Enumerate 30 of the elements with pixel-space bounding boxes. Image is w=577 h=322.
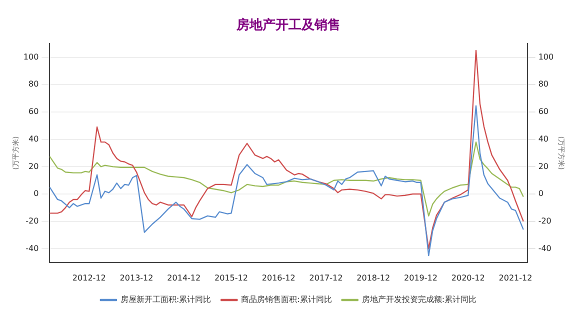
x-tick-label: 2021-12	[498, 273, 532, 282]
y2-tick-label: 20	[538, 162, 549, 171]
x-tick-label: 2019-12	[404, 273, 438, 282]
y-tick-label: -40	[26, 244, 39, 253]
y-tick-label: 100	[23, 52, 39, 62]
y-tick-label: 40	[28, 134, 39, 144]
x-tick-label: 2016-12	[262, 273, 296, 282]
legend-label: 房地产开发投资完成额:累计同比	[362, 295, 477, 304]
y2-tick-label: 100	[538, 52, 554, 62]
legend-label: 商品房销售面积:累计同比	[241, 295, 332, 304]
y-tick-label: -20	[26, 216, 39, 226]
y2-tick-label: -40	[538, 244, 552, 253]
x-tick-label: 2017-12	[309, 273, 343, 282]
y-tick-label: 60	[28, 107, 39, 116]
y2-tick-label: 0	[538, 189, 544, 198]
y2-tick-label: 80	[538, 80, 549, 89]
x-tick-label: 2020-12	[451, 273, 485, 282]
x-tick-label: 2015-12	[214, 273, 248, 282]
legend-label: 房屋新开工面积:累计同比	[120, 295, 212, 304]
y2-tick-label: 60	[538, 107, 549, 116]
y-tick-label: 0	[34, 189, 39, 198]
x-tick-label: 2013-12	[120, 273, 154, 282]
y-tick-label: 80	[28, 80, 39, 89]
chart-title: 房地产开工及销售	[236, 17, 340, 34]
x-tick-label: 2012-12	[72, 273, 106, 282]
y2-tick-label: 40	[538, 134, 549, 144]
x-tick-label: 2014-12	[167, 273, 201, 282]
x-tick-label: 2018-12	[356, 273, 390, 282]
y-tick-label: 20	[28, 162, 39, 171]
y2-tick-label: -20	[538, 216, 552, 226]
